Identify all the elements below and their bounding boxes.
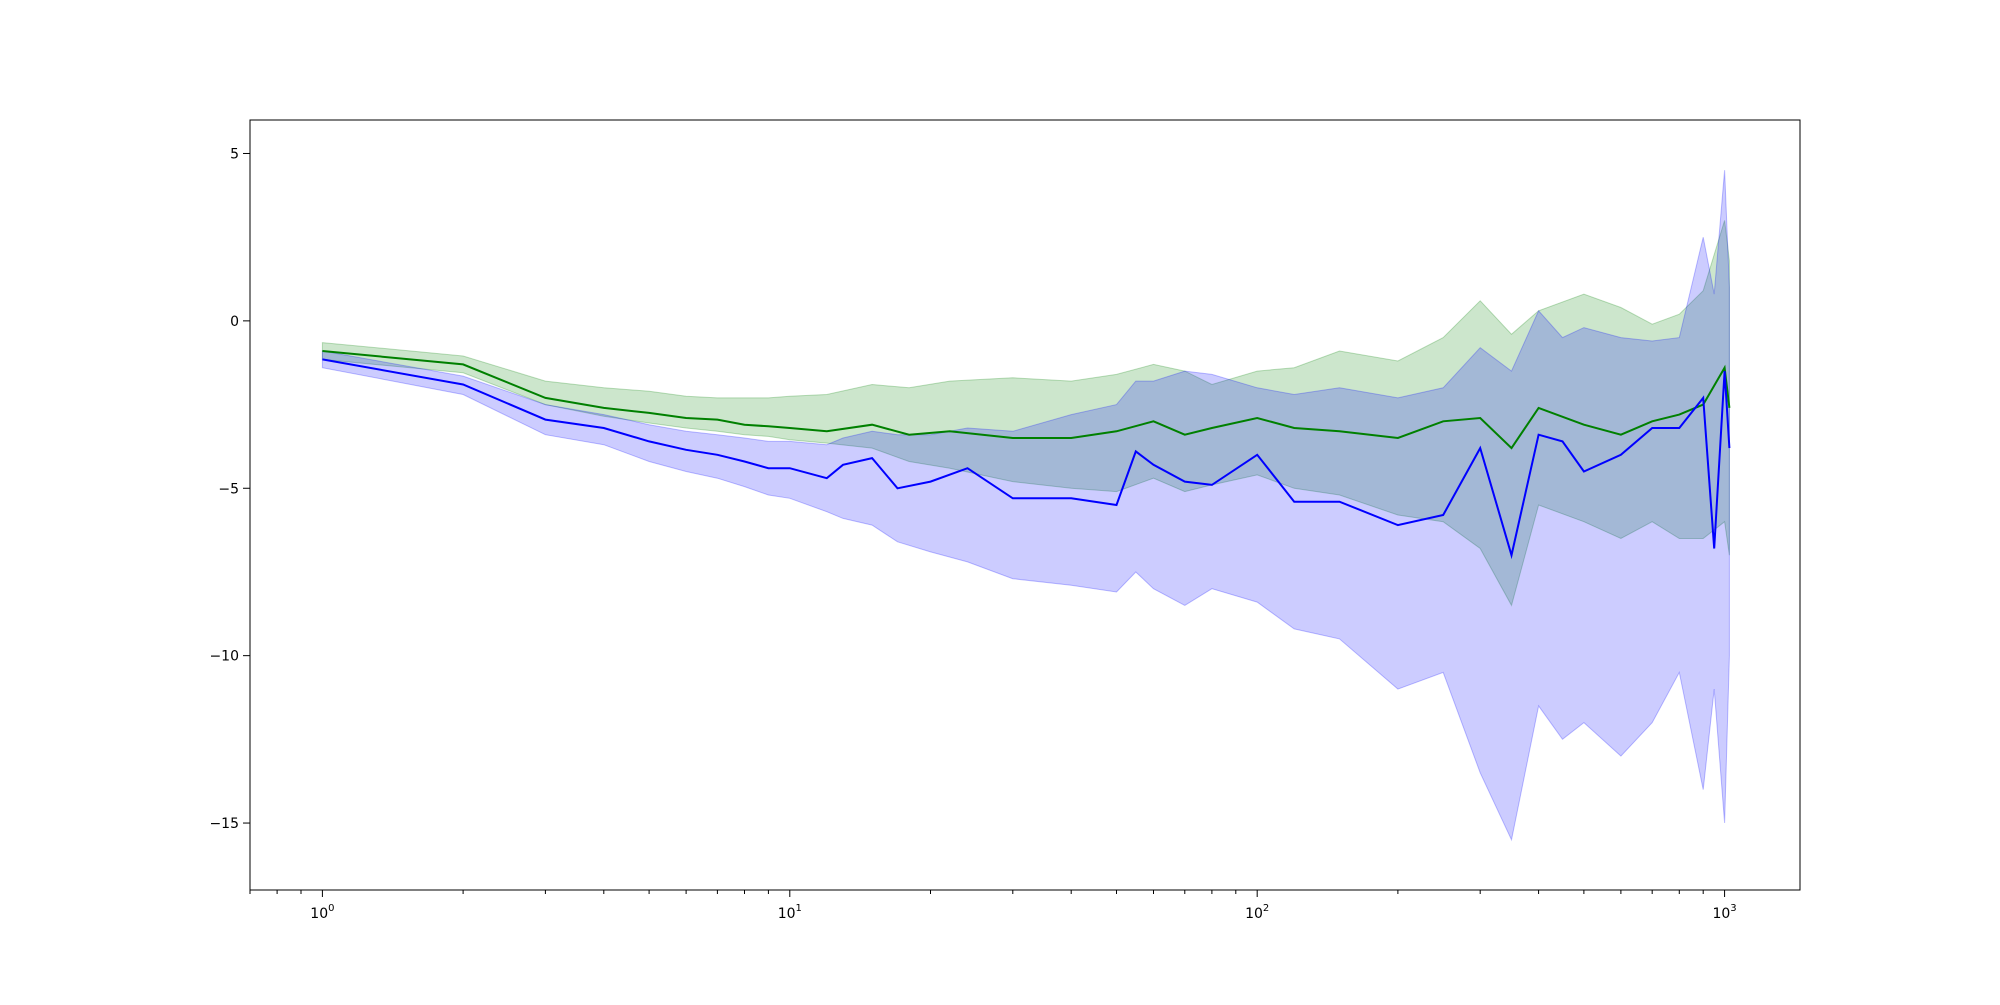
- plot-frame: [249, 119, 1801, 891]
- x-tick-label: 102: [1245, 903, 1269, 922]
- y-axis: 5 0 −5 −10 −15: [209, 146, 250, 832]
- y-tick-label: −10: [209, 649, 239, 665]
- series-lines: [322, 350, 1731, 560]
- series-0-line: [322, 350, 1731, 450]
- y-tick-label: 5: [230, 146, 239, 162]
- x-axis: 100 101 102 103: [249, 890, 1737, 922]
- x-tick-label: 100: [310, 903, 334, 922]
- y-tick-label: 0: [230, 314, 239, 330]
- series-1-line: [322, 358, 1731, 560]
- y-tick-label: −15: [209, 816, 239, 832]
- y-tick-label: −5: [218, 481, 239, 497]
- series-1-band: [321, 170, 1730, 842]
- x-tick-label: 103: [1712, 903, 1736, 922]
- series-0-band: [321, 220, 1730, 607]
- confidence-bands: [321, 170, 1730, 842]
- x-tick-label: 101: [778, 903, 802, 922]
